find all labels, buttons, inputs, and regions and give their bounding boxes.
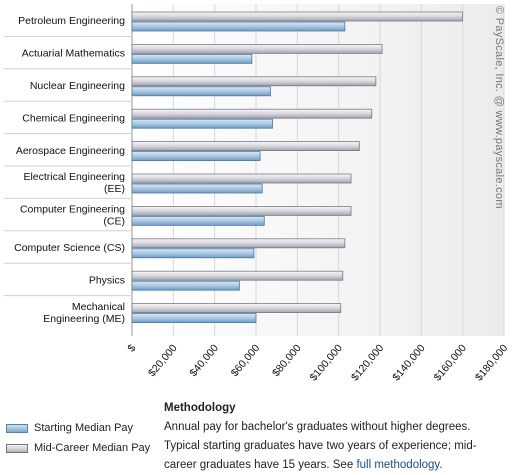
x-tick-label: $120,000	[349, 342, 386, 383]
methodology-line-2a: Typical starting graduates have two year…	[164, 440, 477, 452]
bar-mid-career	[131, 238, 346, 249]
bar-starting	[131, 280, 240, 291]
bar-starting	[131, 183, 263, 194]
bar-starting	[131, 86, 271, 97]
x-tick-label: $140,000	[390, 342, 427, 383]
bar-mid-career	[131, 11, 464, 22]
category-label: Computer Engineering	[20, 204, 125, 216]
category-label: Engineering (ME)	[43, 313, 125, 325]
legend-item-mid-career: Mid-Career Median Pay	[6, 438, 156, 458]
payscale-watermark: © PayScale, Inc. @ www.payscale.com	[493, 6, 505, 209]
methodology-title: Methodology	[164, 402, 236, 414]
methodology-end: .	[439, 459, 443, 471]
legend-label-mid-career: Mid-Career Median Pay	[34, 442, 151, 454]
bar-mid-career	[131, 173, 352, 184]
category-label: Electrical Engineering	[23, 171, 125, 183]
category-label: Mechanical	[72, 301, 125, 313]
bar-starting	[131, 21, 346, 32]
x-tick-label: $60,000	[229, 342, 263, 379]
category-label: Physics	[89, 274, 125, 286]
legend-item-starting: Starting Median Pay	[6, 418, 156, 438]
bar-mid-career	[131, 141, 360, 152]
bar-starting	[131, 118, 273, 129]
legend-label-starting: Starting Median Pay	[34, 422, 134, 434]
bar-mid-career	[131, 270, 344, 281]
bar-starting	[131, 215, 265, 226]
methodology-line-3: career graduates have 15 years. See full…	[164, 456, 516, 475]
methodology-line-1: Annual pay for bachelor's graduates with…	[164, 421, 471, 433]
category-label: Petroleum Engineering	[18, 15, 125, 27]
legend-swatch-starting	[6, 423, 28, 433]
bar-starting	[131, 54, 253, 64]
category-label: Chemical Engineering	[22, 112, 125, 124]
methodology-line-2b: career graduates have 15 years. See	[164, 459, 357, 471]
category-label: (CE)	[103, 216, 125, 228]
x-tick-label: $160,000	[432, 342, 469, 383]
bar-mid-career	[131, 303, 342, 314]
methodology-section: Methodology Annual pay for bachelor's gr…	[164, 399, 516, 475]
bar-starting	[131, 248, 255, 259]
category-label: Actuarial Mathematics	[22, 48, 125, 60]
x-tick-label: $	[125, 342, 138, 354]
bar-mid-career	[131, 76, 377, 87]
category-label: Nuclear Engineering	[30, 80, 125, 92]
legend-swatch-mid-career	[6, 443, 28, 453]
category-label: Aerospace Engineering	[16, 145, 125, 157]
bar-mid-career	[131, 44, 383, 54]
full-methodology-link[interactable]: full methodology	[356, 459, 440, 471]
bar-mid-career	[131, 205, 352, 216]
methodology-line-2: Typical starting graduates have two year…	[164, 437, 516, 456]
x-tick-label: $180,000	[473, 342, 510, 383]
x-tick-label: $80,000	[270, 342, 304, 379]
x-tick-label: $100,000	[308, 342, 345, 383]
bar-starting	[131, 151, 261, 162]
category-label: Computer Science (CS)	[14, 242, 125, 254]
category-label: (EE)	[104, 183, 125, 195]
x-tick-label: $20,000	[146, 342, 180, 379]
legend: Starting Median Pay Mid-Career Median Pa…	[6, 418, 156, 458]
bar-mid-career	[131, 108, 373, 119]
x-tick-label: $40,000	[187, 342, 221, 379]
bar-starting	[131, 313, 257, 324]
